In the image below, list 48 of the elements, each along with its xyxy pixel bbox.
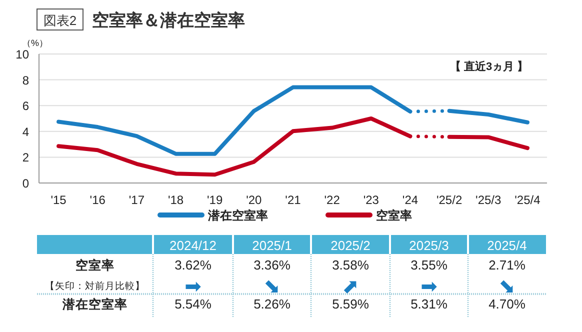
x-tick-label: '22 <box>324 193 340 207</box>
y-tick-label: 0 <box>22 176 30 190</box>
text: 2025/4 <box>487 238 527 253</box>
x-tick-label: '16 <box>90 193 106 207</box>
text: 【矢印：対前月比較】 <box>45 280 145 292</box>
text: ⬊ <box>498 274 516 298</box>
legend-label: 空室率 <box>376 208 412 222</box>
chart-title: 空室率＆潜在空室率 <box>92 11 245 30</box>
text: 5.26% <box>254 296 291 312</box>
text: ⬈ <box>342 274 359 298</box>
x-tick-label: '21 <box>285 193 302 207</box>
text: 3.62% <box>174 258 212 272</box>
y-tick-label: 8 <box>22 73 30 88</box>
text: 潜在空室率 <box>62 296 128 312</box>
x-tick-label: '15 <box>50 193 67 207</box>
text: 2025/2 <box>330 238 370 253</box>
text: 空室率 <box>76 258 114 272</box>
x-tick-label: '17 <box>128 193 145 207</box>
text: 5.59% <box>332 296 370 312</box>
x-tick-label: '25/4 <box>514 193 541 207</box>
y-tick-label: 4 <box>22 124 30 139</box>
x-tick-label: '25/3 <box>476 193 502 207</box>
x-tick-label: '18 <box>168 193 184 207</box>
text: 4.70% <box>488 296 526 312</box>
y-tick-label: 2 <box>22 150 30 165</box>
x-tick-label: '25/2 <box>436 193 462 207</box>
x-tick-label: '19 <box>207 193 223 207</box>
y-axis-title: （%） <box>22 38 48 48</box>
text: ➡ <box>184 274 202 298</box>
y-tick-label: 10 <box>16 48 30 62</box>
text: 2.71% <box>488 258 526 272</box>
text: 2024/12 <box>170 238 216 253</box>
text: 3.36% <box>254 258 291 272</box>
text: 3.55% <box>410 258 448 272</box>
annotation: 【 直近3ヵ月 】 <box>450 60 528 73</box>
text: ⬊ <box>264 274 280 298</box>
text: 2025/3 <box>409 238 449 253</box>
legend-label: 潜在空室率 <box>207 208 268 222</box>
x-tick-label: '20 <box>246 193 262 207</box>
x-tick-label: '23 <box>363 193 380 207</box>
text: 5.54% <box>174 296 212 312</box>
text: 5.31% <box>410 296 448 312</box>
text: ➡ <box>420 274 438 298</box>
y-tick-label: 6 <box>22 99 30 114</box>
x-tick-label: '24 <box>402 193 418 207</box>
text: 2025/1 <box>252 238 292 253</box>
text: 図表2 <box>43 13 77 28</box>
text: 3.58% <box>332 258 370 272</box>
